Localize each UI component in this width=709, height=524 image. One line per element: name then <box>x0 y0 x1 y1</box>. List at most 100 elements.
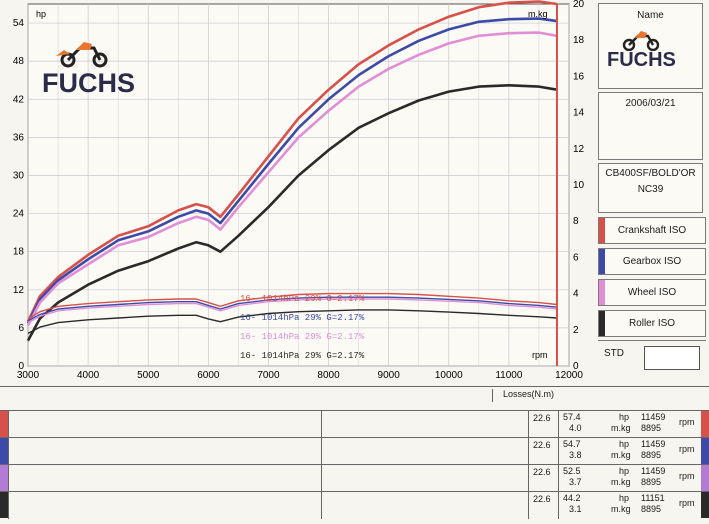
std-label: STD <box>604 348 624 359</box>
loss-value: 22.6 <box>533 467 551 477</box>
x-tick-label: 8000 <box>317 370 340 381</box>
condition-line: 16- 1014hPa 29% G=2.17% <box>240 351 365 361</box>
y-right-tick-label: 14 <box>573 108 585 119</box>
peak-torque: 3.1 <box>569 504 582 514</box>
axis-ticks: 3000 4000 5000 6000 7000 8000 9000 10000 11000 12… <box>13 0 585 381</box>
y-right-tick-label: 4 <box>573 289 579 300</box>
y-right-tick-label: 10 <box>573 180 585 191</box>
row-cell <box>8 492 321 519</box>
hp-unit: hp <box>619 466 630 476</box>
x-tick-label: 10000 <box>435 370 463 381</box>
rpm-unit: rpm <box>679 417 695 427</box>
x-tick-label: 6000 <box>197 370 220 381</box>
torque-rpm: 8895 <box>641 423 662 433</box>
condition-line: 16- 1014hPa 29% G=2.17% <box>240 313 365 323</box>
x-tick-label: 9000 <box>378 370 401 381</box>
rpm-unit: rpm <box>679 498 695 508</box>
y-left-tick-label: 54 <box>13 18 25 29</box>
hp-unit: hp <box>619 493 630 503</box>
legend-swatch <box>599 249 605 274</box>
y-right-tick-label: 0 <box>573 361 579 372</box>
loss-cell: 22.6 <box>528 411 558 438</box>
result-row: 22.6 44.2 hp 11151 3.1 m.kg 8895 rpm <box>0 491 709 519</box>
condition-line: 16- 1014hPa 29% G=2.17% <box>240 332 365 342</box>
loss-cell: 22.6 <box>528 438 558 465</box>
losses-header: Losses(N.m) <box>492 389 558 402</box>
legend-item: Roller ISO <box>598 310 706 337</box>
y-left-tick-label: 48 <box>13 56 25 67</box>
fuchs-logo: FUCHS <box>42 38 135 106</box>
motorcycle-icon-small <box>622 31 660 51</box>
y-right-tick-label: 20 <box>573 0 585 10</box>
peak-hp: 52.5 <box>563 466 581 476</box>
x-tick-label: 11000 <box>495 370 523 381</box>
y-left-tick-label: 24 <box>13 209 25 220</box>
y-axis-left-label: hp <box>36 9 46 19</box>
y-right-tick-label: 16 <box>573 71 585 82</box>
row-color-marker-left <box>0 411 8 437</box>
series-line-crankshaft-iso <box>26 0 558 323</box>
std-value-field <box>644 346 700 370</box>
row-color-marker-right <box>701 411 709 437</box>
y-left-tick-label: 0 <box>18 361 24 372</box>
row-color-marker-left <box>0 492 8 518</box>
row-color-marker-right <box>701 465 709 491</box>
peak-torque: 3.7 <box>569 477 582 487</box>
y-left-tick-label: 6 <box>18 323 24 334</box>
row-color-marker-right <box>701 492 709 518</box>
series-line-wheel-iso <box>26 31 558 327</box>
test-date: 2006/03/21 <box>625 98 676 109</box>
series-line-wheel-iso-torque <box>27 298 558 324</box>
hp-unit: hp <box>619 439 630 449</box>
sidebar-brand-text: FUCHS <box>607 49 676 71</box>
row-color-marker-left <box>0 438 8 464</box>
peak-torque: 3.8 <box>569 450 582 460</box>
torque-rpm: 8895 <box>641 504 662 514</box>
torque-unit: m.kg <box>611 477 631 487</box>
x-tick-label: 12000 <box>555 370 583 381</box>
model-box: CB400SF/BOLD'OR NC39 <box>598 163 703 213</box>
torque-unit: m.kg <box>611 423 631 433</box>
name-box: Name FUCHS <box>598 3 703 89</box>
chart-grid <box>27 4 570 367</box>
row-cell <box>321 411 528 438</box>
row-cell <box>321 492 528 519</box>
x-tick-label: 5000 <box>137 370 160 381</box>
result-row: 22.6 57.4 hp 11459 4.0 m.kg 8895 rpm <box>0 410 709 438</box>
peak-cell: 54.7 hp 11459 3.8 m.kg 8895 rpm <box>558 438 698 465</box>
std-box: STD <box>598 340 706 375</box>
y-axis-right-label: m.kg <box>528 9 548 19</box>
loss-cell: 22.6 <box>528 465 558 492</box>
y-right-tick-label: 2 <box>573 325 579 336</box>
legend-item: Wheel ISO <box>598 279 706 306</box>
row-cell <box>321 438 528 465</box>
row-cell <box>321 465 528 492</box>
x-tick-label: 4000 <box>77 370 100 381</box>
legend-swatch <box>599 280 605 305</box>
motorcycle-icon <box>56 42 108 68</box>
sidebar-logo: FUCHS <box>599 29 702 79</box>
y-right-tick-label: 18 <box>573 35 585 46</box>
date-box: 2006/03/21 <box>598 92 703 160</box>
loss-value: 22.6 <box>533 440 551 450</box>
peak-hp: 54.7 <box>563 439 581 449</box>
model-code: NC39 <box>637 184 664 195</box>
x-tick-label: 3000 <box>17 370 40 381</box>
x-axis-label: rpm <box>532 350 548 360</box>
x-tick-label: 7000 <box>257 370 280 381</box>
legend-label: Roller ISO <box>628 318 676 329</box>
result-row: 22.6 54.7 hp 11459 3.8 m.kg 8895 rpm <box>0 437 709 465</box>
torque-unit: m.kg <box>611 450 631 460</box>
y-left-tick-label: 30 <box>13 170 25 181</box>
legend-swatch <box>599 218 605 243</box>
row-cell <box>8 438 321 465</box>
y-left-tick-label: 18 <box>13 247 25 258</box>
result-row: 22.6 52.5 hp 11459 3.7 m.kg 8895 rpm <box>0 464 709 492</box>
peak-hp: 44.2 <box>563 493 581 503</box>
y-right-tick-label: 6 <box>573 252 579 263</box>
row-cell <box>8 411 321 438</box>
brand-text: FUCHS <box>42 68 135 98</box>
peak-hp: 57.4 <box>563 412 581 422</box>
model-name: CB400SF/BOLD'OR <box>605 168 696 179</box>
